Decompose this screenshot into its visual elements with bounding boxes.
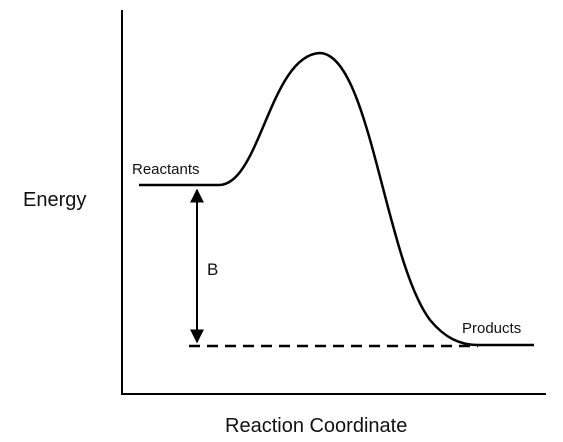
gap-label: B bbox=[207, 260, 218, 279]
x-axis-label: Reaction Coordinate bbox=[225, 415, 407, 437]
products-label: Products bbox=[462, 320, 521, 337]
y-axis-label: Energy bbox=[23, 189, 86, 211]
energy-curve bbox=[139, 51, 534, 347]
reactants-label: Reactants bbox=[132, 161, 200, 178]
